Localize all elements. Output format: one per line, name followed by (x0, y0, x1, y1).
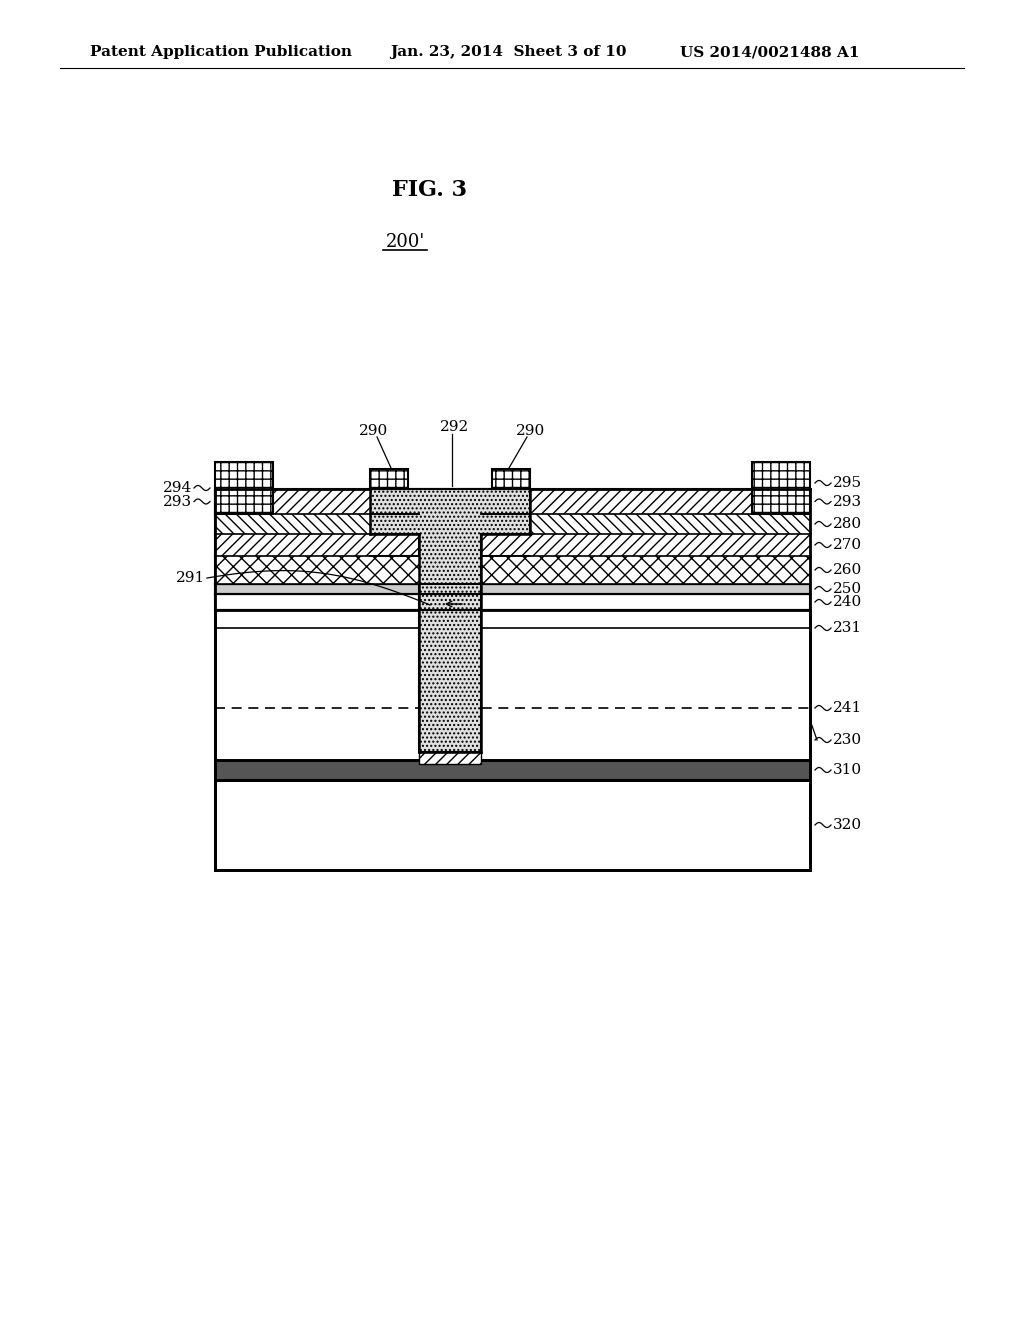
Bar (215, 462, 273, 513)
Bar (215, 583, 810, 594)
Text: 291: 291 (176, 572, 205, 585)
Bar (215, 760, 810, 780)
Text: 292: 292 (440, 420, 470, 434)
Bar (215, 780, 810, 870)
Bar (752, 462, 810, 513)
Bar (530, 535, 810, 556)
Text: 290: 290 (516, 424, 546, 438)
Text: Jan. 23, 2014  Sheet 3 of 10: Jan. 23, 2014 Sheet 3 of 10 (390, 45, 627, 59)
Text: 320: 320 (833, 818, 862, 832)
Bar (215, 513, 370, 535)
Text: 260: 260 (833, 564, 862, 577)
Bar (215, 556, 419, 583)
Text: 270: 270 (833, 539, 862, 552)
Bar (215, 513, 810, 535)
Bar (215, 610, 810, 760)
Text: FIG. 3: FIG. 3 (392, 180, 468, 201)
Bar (215, 556, 810, 583)
Bar (530, 488, 810, 513)
Text: 240: 240 (833, 595, 862, 609)
Text: 294: 294 (163, 480, 193, 495)
Bar (419, 752, 481, 764)
Text: 250: 250 (833, 582, 862, 597)
Bar (215, 488, 810, 513)
Text: 280: 280 (833, 517, 862, 531)
Text: 230: 230 (833, 733, 862, 747)
Polygon shape (370, 488, 530, 752)
Bar (215, 488, 370, 513)
Bar (370, 469, 408, 488)
Text: 310: 310 (833, 763, 862, 777)
Bar (215, 535, 810, 556)
Bar (215, 594, 810, 610)
Text: 293: 293 (163, 495, 193, 508)
Bar (215, 535, 370, 556)
Text: 200': 200' (385, 234, 425, 251)
Text: 231: 231 (833, 620, 862, 635)
Text: 295: 295 (833, 477, 862, 490)
Text: Patent Application Publication: Patent Application Publication (90, 45, 352, 59)
Bar (492, 469, 530, 488)
Text: US 2014/0021488 A1: US 2014/0021488 A1 (680, 45, 859, 59)
Text: 241: 241 (833, 701, 862, 715)
Text: 293: 293 (833, 495, 862, 508)
Bar (481, 556, 810, 583)
Text: 290: 290 (359, 424, 389, 438)
Bar (530, 513, 810, 535)
Polygon shape (370, 488, 530, 752)
